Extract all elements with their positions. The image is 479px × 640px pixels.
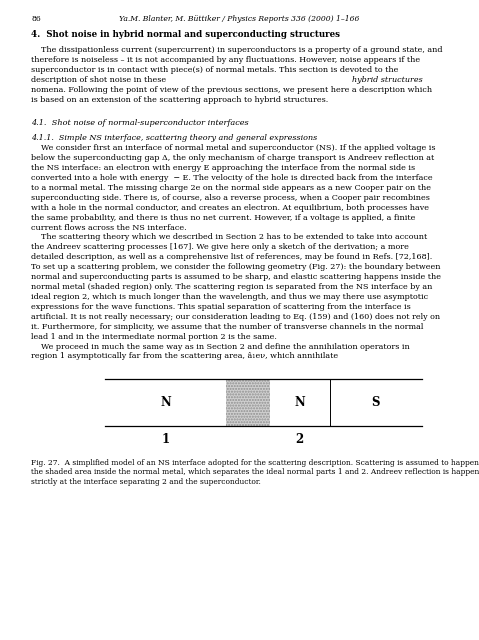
Text: expressions for the wave functions. This spatial separation of scattering from t: expressions for the wave functions. This… xyxy=(31,303,411,311)
Text: The scattering theory which we described in Section 2 has to be extended to take: The scattering theory which we described… xyxy=(31,234,427,241)
Text: S: S xyxy=(371,396,380,409)
Text: N: N xyxy=(295,396,305,409)
Text: the same probability, and there is thus no net current. However, if a voltage is: the same probability, and there is thus … xyxy=(31,214,415,221)
Text: We proceed in much the same way as in Section 2 and define the annihilation oper: We proceed in much the same way as in Se… xyxy=(31,342,410,351)
Text: superconducting side. There is, of course, also a reverse process, when a Cooper: superconducting side. There is, of cours… xyxy=(31,194,430,202)
Text: below the superconducting gap Δ, the only mechanism of charge transport is Andre: below the superconducting gap Δ, the onl… xyxy=(31,154,434,162)
Text: strictly at the interface separating 2 and the superconductor.: strictly at the interface separating 2 a… xyxy=(31,477,261,486)
Text: it. Furthermore, for simplicity, we assume that the number of transverse channel: it. Furthermore, for simplicity, we assu… xyxy=(31,323,423,331)
Text: N: N xyxy=(160,396,171,409)
Text: To set up a scattering problem, we consider the following geometry (Fig. 27): th: To set up a scattering problem, we consi… xyxy=(31,263,441,271)
Bar xyxy=(226,380,270,426)
Text: normal metal (shaded region) only. The scattering region is separated from the N: normal metal (shaded region) only. The s… xyxy=(31,283,433,291)
Text: superconductor is in contact with piece(s) of normal metals. This section is dev: superconductor is in contact with piece(… xyxy=(31,66,399,74)
Text: region 1 asymptotically far from the scattering area, â₁eν, which annihilate: region 1 asymptotically far from the sca… xyxy=(31,353,341,360)
Text: the Andreev scattering processes [167]. We give here only a sketch of the deriva: the Andreev scattering processes [167]. … xyxy=(31,243,409,252)
Text: with a hole in the normal conductor, and creates an electron. At equilibrium, bo: with a hole in the normal conductor, and… xyxy=(31,204,429,212)
Text: artificial. It is not really necessary; our consideration leading to Eq. (159) a: artificial. It is not really necessary; … xyxy=(31,313,440,321)
Text: 86: 86 xyxy=(31,15,41,22)
Text: the NS interface: an electron with energy E approaching the interface from the n: the NS interface: an electron with energ… xyxy=(31,164,415,172)
Text: nomena. Following the point of view of the previous sections, we present here a : nomena. Following the point of view of t… xyxy=(31,86,432,93)
Text: We consider first an interface of normal metal and superconductor (NS). If the a: We consider first an interface of normal… xyxy=(31,144,435,152)
Text: 4.1.  Shot noise of normal-superconductor interfaces: 4.1. Shot noise of normal-superconductor… xyxy=(31,119,249,127)
Text: Ya.M. Blanter, M. Büttiker / Physics Reports 336 (2000) 1–166: Ya.M. Blanter, M. Büttiker / Physics Rep… xyxy=(119,15,360,22)
Text: ideal region 2, which is much longer than the wavelength, and thus we may there : ideal region 2, which is much longer tha… xyxy=(31,293,428,301)
Text: converted into a hole with energy  − E. The velocity of the hole is directed bac: converted into a hole with energy − E. T… xyxy=(31,174,433,182)
Text: hybrid structures: hybrid structures xyxy=(352,76,423,84)
Text: is based on an extension of the scattering approach to hybrid structures.: is based on an extension of the scatteri… xyxy=(31,95,329,104)
Text: Fig. 27.  A simplified model of an NS interface adopted for the scattering descr: Fig. 27. A simplified model of an NS int… xyxy=(31,459,479,467)
Text: The dissipationless current (supercurrent) in superconductors is a property of a: The dissipationless current (supercurren… xyxy=(31,46,443,54)
Text: 4.  Shot noise in hybrid normal and superconducting structures: 4. Shot noise in hybrid normal and super… xyxy=(31,30,340,39)
Text: current flows across the NS interface.: current flows across the NS interface. xyxy=(31,223,187,232)
Text: 4.1.1.  Simple NS interface, scattering theory and general expressions: 4.1.1. Simple NS interface, scattering t… xyxy=(31,134,318,142)
Text: description of shot noise in these: description of shot noise in these xyxy=(31,76,169,84)
Text: therefore is noiseless – it is not accompanied by any fluctuations. However, noi: therefore is noiseless – it is not accom… xyxy=(31,56,420,64)
Text: normal and superconducting parts is assumed to be sharp, and elastic scattering : normal and superconducting parts is assu… xyxy=(31,273,441,281)
Text: detailed description, as well as a comprehensive list of references, may be foun: detailed description, as well as a compr… xyxy=(31,253,433,261)
Text: the shaded area inside the normal metal, which separates the ideal normal parts : the shaded area inside the normal metal,… xyxy=(31,468,479,476)
Text: to a normal metal. The missing charge 2e on the normal side appears as a new Coo: to a normal metal. The missing charge 2e… xyxy=(31,184,431,192)
Text: 1: 1 xyxy=(161,433,170,446)
Text: 2: 2 xyxy=(296,433,304,446)
Text: lead 1 and in the intermediate normal portion 2 is the same.: lead 1 and in the intermediate normal po… xyxy=(31,333,277,340)
